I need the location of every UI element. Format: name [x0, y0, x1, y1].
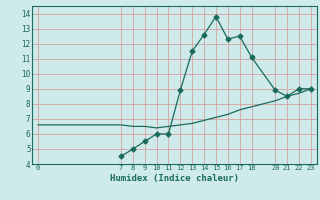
X-axis label: Humidex (Indice chaleur): Humidex (Indice chaleur): [110, 174, 239, 183]
